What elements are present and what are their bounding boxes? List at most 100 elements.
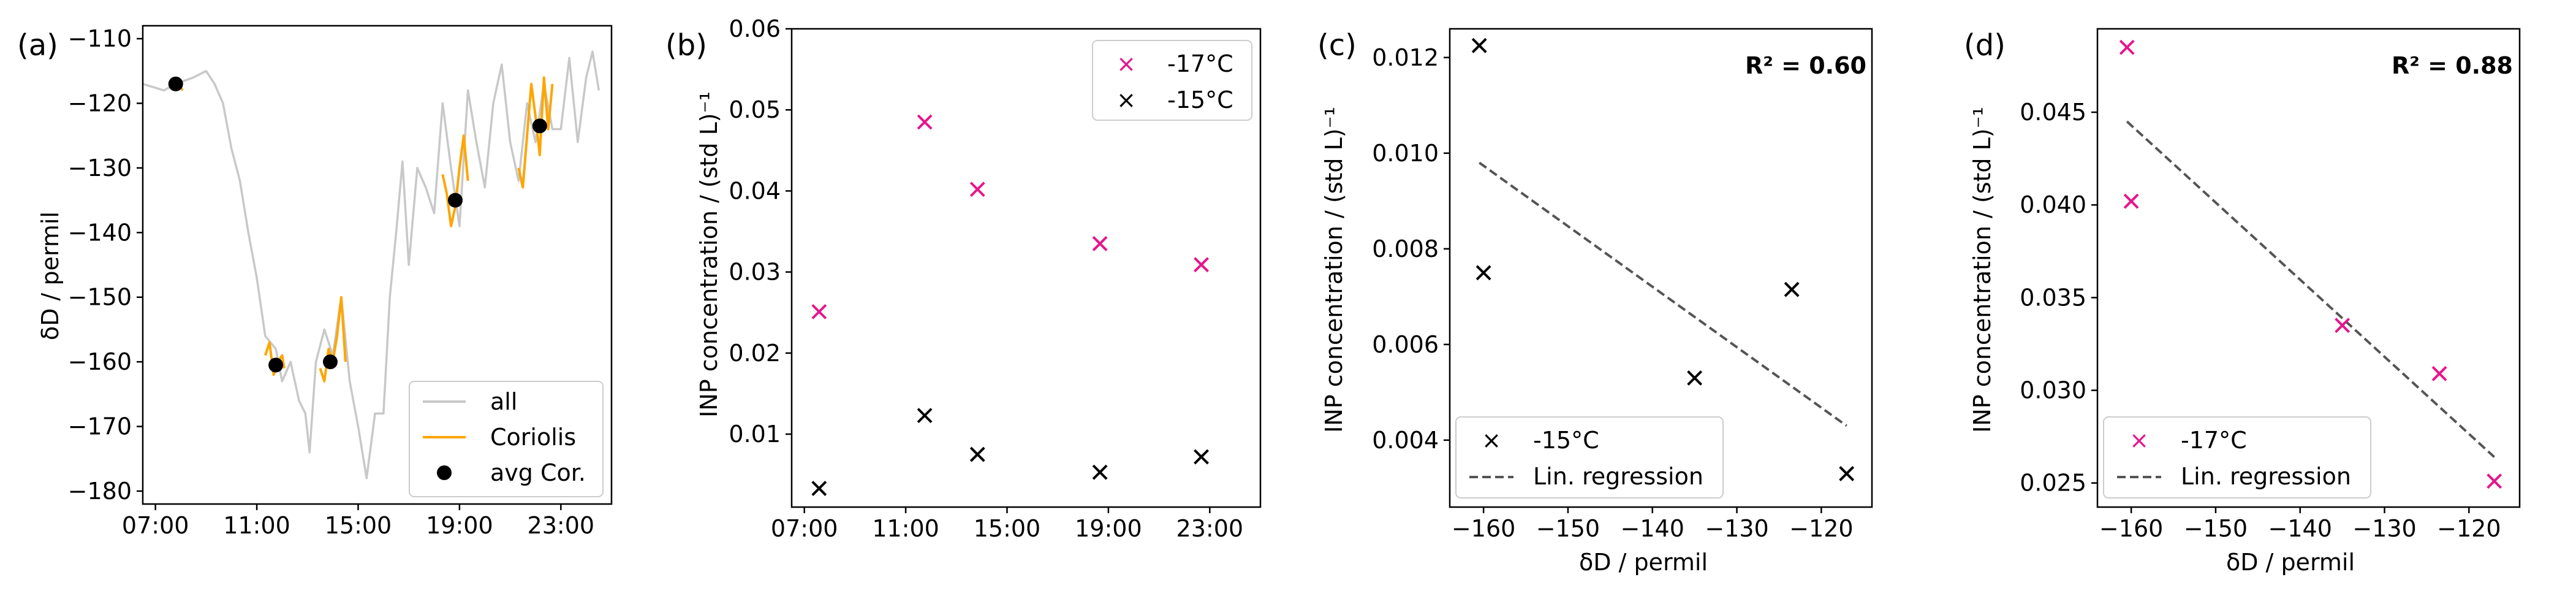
y-axis-label: INP concentration / (std L)⁻¹ (1320, 107, 1347, 433)
point-m15 (1784, 281, 1800, 297)
legend-label-all: all (490, 388, 517, 415)
panel-letter: (b) (665, 28, 707, 63)
y-tick-label: 0.045 (2020, 99, 2086, 126)
legend-marker-m15: × (1116, 86, 1136, 113)
y-axis-label: INP concentration / (std L)⁻¹ (1969, 107, 1996, 433)
panel-a: (a) δD / permil −110 −120 −130 −140 −150 −160… (17, 25, 613, 539)
point-m17 (2119, 39, 2135, 55)
point-m17 (969, 181, 985, 197)
y-tick-label: −150 (68, 284, 132, 311)
x-tick-label: 15:00 (974, 515, 1041, 542)
avg-cor-point (168, 76, 183, 91)
point-m17-stroke-2 (1092, 235, 1108, 251)
r-squared-annotation: R² = 0.60 (1745, 52, 1866, 79)
legend-label-regression: Lin. regression (1533, 463, 1703, 490)
point-m17 (1194, 257, 1209, 273)
y-tick-label: 0.02 (729, 340, 781, 367)
legend: × -17°C Lin. regression (2103, 416, 2371, 499)
point-m15-stroke-2 (969, 446, 985, 462)
x-tick-label: −150 (2184, 515, 2248, 542)
point-m17-stroke-2 (2487, 473, 2502, 489)
r-squared-annotation: R² = 0.88 (2392, 52, 2513, 79)
y-axis-label: δD / permil (37, 212, 64, 340)
y-tick-label: −170 (68, 413, 132, 440)
point-m15 (969, 446, 985, 462)
point-m15-stroke-2 (1839, 465, 1855, 481)
point-m15-stroke-2 (1194, 449, 1209, 465)
y-tick-label: 0.012 (1372, 44, 1439, 71)
legend-label-regression: Lin. regression (2181, 463, 2351, 490)
point-m17 (811, 304, 827, 319)
x-tick-label: 11:00 (872, 515, 939, 542)
legend: × -15°C Lin. regression (1455, 416, 1724, 499)
x-tick-label: 19:00 (1075, 515, 1142, 542)
y-tick-label: −180 (68, 478, 132, 505)
y-tick-label: 0.010 (1372, 140, 1439, 167)
plot-area: −110 −120 −130 −140 −150 −160 −170 −180 07:00 11:… (68, 25, 600, 539)
x-tick-label: −150 (1536, 515, 1600, 542)
y-tick-label: 0.040 (2020, 191, 2086, 218)
series-coriolis-segment (517, 76, 554, 189)
x-tick-label: 07:00 (122, 512, 189, 539)
panel-letter: (c) (1317, 28, 1357, 63)
legend-marker-m17: × (1116, 50, 1136, 77)
x-tick-label: −160 (2099, 515, 2163, 542)
point-m17-stroke-2 (2335, 318, 2351, 334)
point-m15-stroke-2 (1092, 464, 1108, 480)
x-tick-label: 07:00 (771, 515, 838, 542)
point-m15-stroke-2 (1784, 281, 1800, 297)
legend-marker-m17: × (2129, 427, 2149, 454)
x-tick-label: 19:00 (426, 512, 493, 539)
y-tick-label: 0.05 (729, 96, 781, 123)
y-tick-label: −140 (68, 219, 132, 246)
y-tick-label: 0.025 (2020, 470, 2086, 497)
point-m15-stroke-2 (917, 408, 933, 424)
x-tick-label: 23:00 (1176, 515, 1244, 542)
point-m15-stroke-2 (1471, 37, 1487, 53)
legend-label-coriolis: Coriolis (490, 424, 576, 451)
x-tick-label: −130 (2352, 515, 2416, 542)
point-m17 (2487, 473, 2502, 489)
legend-box (409, 381, 604, 497)
point-m15 (1471, 37, 1487, 53)
panel-b: (b) INP concentration / (std L)⁻¹ 0.010.… (665, 15, 1262, 542)
legend-box (1455, 416, 1724, 499)
panel-letter: (d) (1964, 28, 2006, 63)
plot-area: 0.025 0.030 0.035 0.040 0.045 −160 −150 −140 −13… (2020, 39, 2502, 542)
point-m17-stroke-2 (2431, 365, 2447, 381)
legend-label-avg: avg Cor. (490, 459, 586, 486)
point-m17 (2123, 193, 2139, 209)
point-m17-stroke-2 (917, 114, 933, 130)
x-axis-label: δD / permil (2226, 549, 2355, 576)
legend-box (1092, 40, 1252, 121)
point-m17-stroke-2 (2123, 193, 2139, 209)
point-m15 (811, 481, 827, 497)
legend: × -17°C × -15°C (1092, 40, 1252, 121)
y-tick-label: −130 (68, 155, 132, 181)
legend-marker-m15: × (1482, 427, 1501, 454)
point-m15 (1092, 464, 1108, 480)
y-tick-label: 0.04 (729, 177, 781, 204)
y-tick-label: 0.006 (1372, 331, 1439, 358)
y-tick-label: −120 (68, 90, 132, 117)
avg-cor-point (448, 193, 463, 208)
plot-area: 0.004 0.006 0.008 0.010 0.012 −160 −150 −140 −13… (1372, 37, 1855, 542)
x-tick-label: 11:00 (223, 512, 290, 539)
point-m17 (1092, 235, 1108, 251)
x-tick-label: −160 (1452, 515, 1515, 542)
y-tick-label: 0.008 (1372, 235, 1439, 262)
point-m15 (1687, 370, 1703, 386)
y-tick-label: 0.030 (2020, 377, 2086, 404)
point-m17 (2335, 318, 2351, 334)
x-tick-label: −140 (1621, 515, 1684, 542)
point-m17-stroke-2 (969, 181, 985, 197)
legend-swatch-avg (437, 465, 452, 480)
point-m17 (917, 114, 933, 130)
point-m17 (2431, 365, 2447, 381)
y-tick-label: −110 (68, 25, 132, 52)
panel-c: (c) INP concentration / (std L)⁻¹ δD / p… (1317, 28, 1873, 576)
point-m17-stroke-2 (811, 304, 827, 319)
x-axis-label: δD / permil (1579, 549, 1708, 576)
regression-line (1479, 161, 1847, 427)
panel-d: (d) INP concentration / (std L)⁻¹ δD / p… (1964, 28, 2521, 576)
